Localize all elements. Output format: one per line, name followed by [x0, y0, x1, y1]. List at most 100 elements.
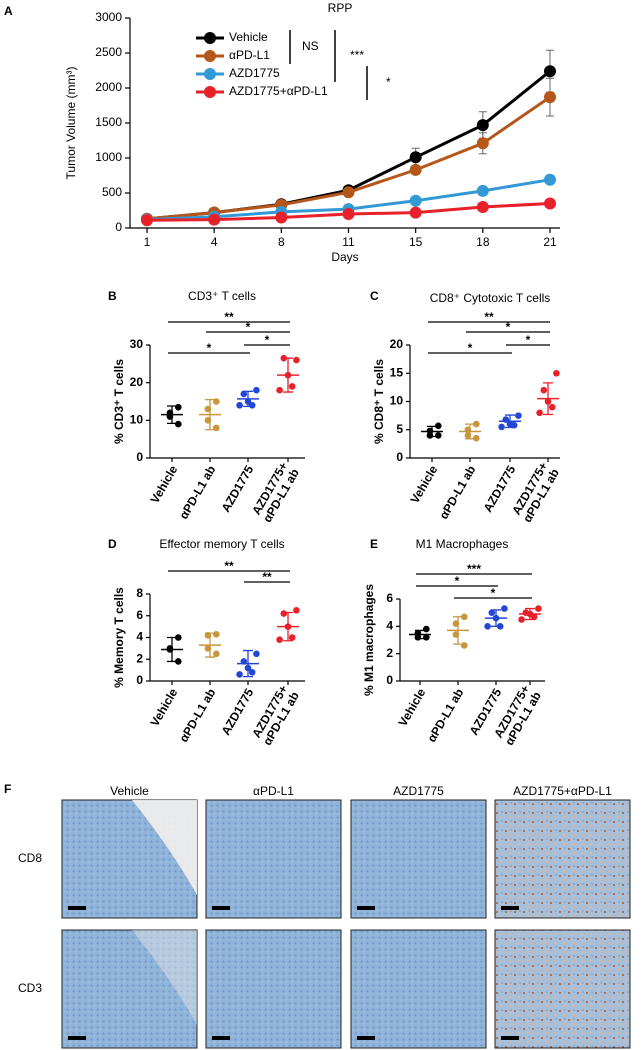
- sd-bar: [427, 425, 437, 438]
- micrograph: [350, 929, 487, 1049]
- x-tick-label: AZD1775+αPD-L1 ab: [249, 683, 302, 748]
- data-point: [484, 623, 491, 630]
- data-point: [498, 423, 505, 431]
- series-point: [342, 208, 355, 220]
- y-tick-label: 500: [102, 185, 122, 199]
- panel-label: A: [4, 4, 13, 18]
- chart-title: M1 Macrophages: [416, 537, 509, 551]
- data-point: [293, 356, 300, 364]
- x-tick-label: αPD-L1 ab: [425, 686, 467, 744]
- significance-label: *: [468, 341, 473, 355]
- x-tick-label: 11: [342, 235, 355, 249]
- y-tick-label: 1000: [95, 150, 122, 164]
- x-tick-label: 18: [476, 235, 490, 249]
- sd-bar: [243, 649, 253, 678]
- legend-label: AZD1775+αPD-L1: [229, 84, 328, 98]
- significance-label: *: [491, 586, 496, 600]
- legend-marker: [204, 86, 216, 98]
- sd-bar: [491, 609, 501, 627]
- panel-label: B: [108, 289, 117, 303]
- legend-marker: [204, 32, 216, 44]
- series-point: [342, 186, 355, 199]
- panel-label: E: [370, 537, 378, 551]
- data-point: [515, 412, 522, 419]
- series-point: [476, 201, 489, 213]
- data-point: [248, 669, 256, 676]
- scale-bar: [501, 1036, 519, 1040]
- tissue-edge: [132, 800, 197, 895]
- series-point: [409, 151, 422, 164]
- data-point: [501, 605, 508, 612]
- series-point: [544, 91, 556, 104]
- panel-label: D: [108, 537, 117, 551]
- y-axis-label: % Memory T cells: [112, 587, 126, 688]
- sd-bar: [205, 398, 215, 431]
- x-tick-label: Vehicle: [396, 686, 429, 729]
- x-tick-label: 15: [409, 235, 423, 249]
- legend-label: αPD-L1: [229, 48, 270, 62]
- series-point: [208, 213, 221, 226]
- x-tick-label: αPD-L1 ab: [177, 686, 219, 744]
- data-point: [175, 420, 182, 428]
- series-point: [476, 119, 489, 132]
- x-tick-label: AZD1775+αPD-L1 ab: [249, 460, 302, 525]
- y-tick-label: 6: [386, 591, 393, 605]
- sd-bar: [243, 390, 253, 408]
- y-tick-label: 0: [136, 673, 143, 687]
- scale-bar: [501, 906, 519, 910]
- sd-bar: [205, 632, 215, 658]
- y-tick-label: 1500: [95, 115, 122, 129]
- micrograph: [61, 929, 198, 1049]
- data-point: [276, 636, 283, 643]
- y-tick-label: 20: [390, 337, 404, 351]
- data-point: [175, 403, 182, 411]
- x-tick-label: 1: [144, 235, 151, 249]
- significance-label: *: [246, 320, 251, 334]
- micrograph: [350, 799, 487, 919]
- significance-label: **: [262, 570, 272, 584]
- scale-bar: [68, 906, 86, 910]
- data-point: [530, 613, 538, 621]
- annotation: *: [386, 75, 391, 89]
- y-tick-label: 10: [130, 413, 144, 427]
- x-tick-label: Vehicle: [408, 463, 441, 506]
- data-point: [175, 658, 182, 665]
- scale-bar: [357, 1036, 375, 1040]
- chart-title: CD8⁺ Cytotoxic T cells: [430, 291, 551, 305]
- legend-label: Vehicle: [229, 30, 268, 44]
- series-point: [476, 137, 489, 150]
- scale-bar: [357, 906, 375, 910]
- significance-label: *: [506, 320, 511, 334]
- annotation: NS: [302, 39, 319, 53]
- sd-bar: [465, 423, 475, 440]
- data-point: [288, 383, 296, 390]
- y-tick-label: 4: [386, 619, 393, 633]
- sd-bar: [453, 616, 463, 645]
- column-label: αPD-L1: [253, 784, 294, 798]
- data-point: [213, 630, 220, 638]
- series-line: [146, 95, 551, 221]
- micrograph: [205, 799, 342, 919]
- micrograph: [494, 929, 631, 1049]
- sd-bar: [283, 611, 293, 642]
- annotation: ***: [350, 48, 364, 62]
- data-point: [540, 386, 548, 394]
- data-point: [435, 422, 442, 430]
- series-point: [544, 197, 556, 210]
- data-point: [473, 420, 480, 428]
- sd-bar: [525, 607, 535, 621]
- legend-marker: [204, 68, 216, 80]
- significance-label: *: [207, 341, 212, 355]
- scale-bar: [68, 1036, 86, 1040]
- x-tick-label: 8: [278, 235, 285, 249]
- x-tick-label: 4: [211, 235, 218, 249]
- data-point: [518, 616, 525, 623]
- data-point: [253, 650, 260, 658]
- sd-bar: [415, 629, 425, 640]
- y-tick-label: 0: [396, 450, 403, 464]
- y-tick-label: 0: [115, 220, 122, 234]
- data-point: [236, 671, 243, 678]
- significance-label: **: [484, 310, 494, 324]
- y-tick-label: 5: [396, 422, 403, 436]
- column-label: AZD1775: [393, 784, 444, 798]
